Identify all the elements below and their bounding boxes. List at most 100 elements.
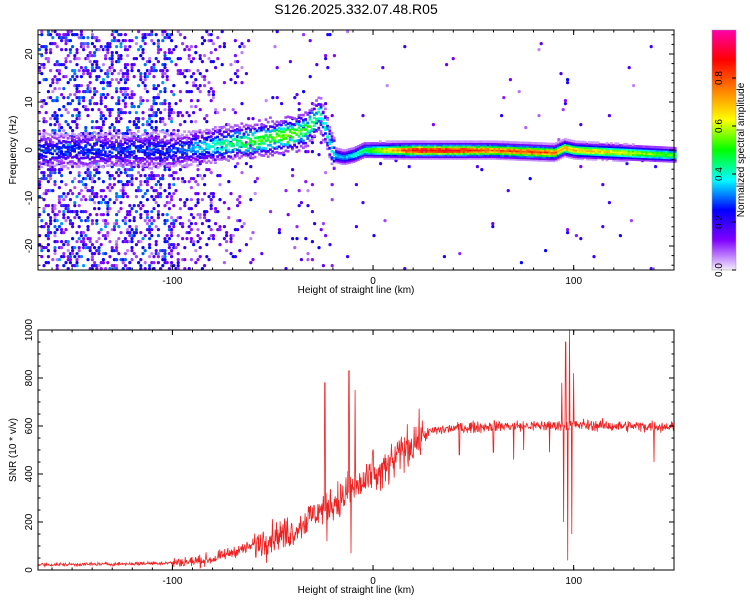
heatmap-cell [462,147,466,150]
heatmap-cell [141,57,145,61]
heatmap-cell [128,130,131,134]
heatmap-cell [376,153,380,157]
heatmap-cell [297,204,301,208]
heatmap-cell [517,148,521,151]
heatmap-cell [438,147,442,150]
heatmap-cell [478,155,481,159]
heatmap-cell [189,147,193,151]
heatmap-cell [273,129,277,133]
heatmap-cell [108,45,112,49]
heatmap-cell [218,147,222,150]
heatmap-cell [90,148,94,152]
heatmap-cell [143,164,147,168]
heatmap-cell [625,153,629,156]
heatmap-cell [117,99,121,103]
heatmap-cell [150,171,154,175]
heatmap-cell [194,152,197,155]
heatmap-cell [535,152,538,155]
heatmap-cell [108,189,112,193]
heatmap-cell [233,124,237,127]
heatmap-cell [156,45,160,49]
heatmap-cell [238,126,241,129]
heatmap-cell [95,195,99,199]
heatmap-cell [172,130,175,134]
heatmap-cell [110,72,114,76]
heatmap-cell [77,117,81,121]
heatmap-cell [429,143,433,147]
heatmap-cell [407,157,411,160]
heatmap-cell [343,155,347,159]
heatmap-cell [464,142,468,145]
heatmap-cell [592,143,596,146]
heatmap-cell [354,149,358,152]
heatmap-cell [214,129,217,133]
heatmap-cell [156,234,160,238]
heatmap-cell [614,145,618,149]
heatmap-cell [414,148,417,152]
heatmap-cell [324,102,328,106]
heatmap-cell [86,84,90,88]
heatmap-cell [337,149,340,153]
heatmap-cell [436,145,439,148]
heatmap-cell [154,225,158,229]
heatmap-cell [46,234,50,238]
heatmap-cell [374,150,378,154]
heatmap-cell [495,147,499,150]
heatmap-cell [414,155,417,159]
heatmap-cell [49,139,52,143]
heatmap-cell [539,159,543,162]
heatmap-cell [128,152,131,155]
heatmap-cell [112,147,116,150]
heatmap-cell [275,96,279,100]
heatmap-cell [165,213,169,217]
heatmap-cell [643,150,646,153]
heatmap-cell [313,107,316,111]
heatmap-cell [82,36,86,40]
heatmap-cell [40,144,43,148]
heatmap-cell [150,222,154,226]
heatmap-cell [200,159,204,163]
heatmap-cell [192,240,196,244]
heatmap-cell [71,132,74,136]
heatmap-cell [506,157,510,161]
heatmap-cell [460,147,464,150]
heatmap-cell [198,216,202,220]
heatmap-cell [643,155,646,159]
heatmap-cell [266,138,270,142]
heatmap-cell [90,120,94,124]
heatmap-cell [480,153,483,157]
heatmap-cell [68,30,72,34]
heatmap-cell [115,117,119,121]
heatmap-cell [627,156,631,159]
heatmap-cell [533,157,536,160]
heatmap-cell [86,219,90,223]
heatmap-cell [75,153,79,157]
heatmap-cell [418,140,422,143]
heatmap-cell [295,128,299,132]
heatmap-cell [244,162,248,166]
heatmap-cell [88,151,92,154]
heatmap-cell [299,201,303,205]
heatmap-cell [216,210,220,214]
heatmap-cell [49,222,53,226]
heatmap-cell [291,237,295,241]
heatmap-cell [112,201,116,205]
heatmap-cell [420,155,424,159]
heatmap-cell [594,158,598,161]
heatmap-cell [354,147,358,151]
heatmap-cell [365,145,369,148]
heatmap-cell [669,153,673,156]
heatmap-cell [616,159,620,162]
heatmap-cell [621,154,624,157]
heatmap-cell [62,161,65,165]
heatmap-cell [167,149,171,152]
heatmap-cell [491,148,494,152]
heatmap-cell [161,152,164,156]
heatmap-cell [370,147,373,150]
heatmap-cell [227,140,230,143]
heatmap-cell [673,146,677,150]
heatmap-cell [75,146,79,150]
heatmap-cell [99,195,103,199]
heatmap-cell [555,143,558,147]
heatmap-cell [260,252,264,256]
